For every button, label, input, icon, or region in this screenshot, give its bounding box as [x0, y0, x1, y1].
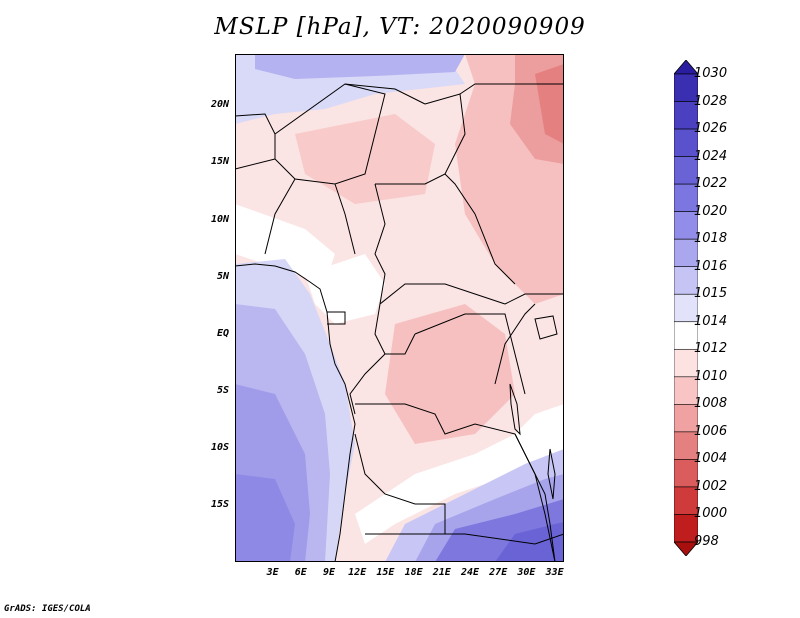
lat-tick-label: 15S [210, 498, 229, 510]
footer-credit: GrADS: IGES/COLA [4, 604, 91, 614]
lon-tick-label: 9E [322, 567, 336, 578]
lon-tick-label: 6E [294, 567, 307, 578]
colorbar-level-label: 1008 [694, 396, 728, 412]
lake-tanganyika [509, 383, 521, 436]
colorbar-segment [673, 459, 699, 488]
colorbar-segment [673, 211, 699, 240]
lon-tick-label: 18E [404, 567, 423, 578]
colorbar-level-label: 1030 [694, 66, 728, 81]
lon-tick-label: 21E [432, 567, 451, 578]
map-border [235, 54, 564, 562]
lat-tick-label: EQ [216, 327, 229, 339]
colorbar-level-label: 1022 [694, 176, 728, 192]
coastline [235, 263, 356, 562]
colorbar-segment [673, 514, 699, 543]
country-borders [235, 83, 564, 562]
colorbar-level-label: 1015 [694, 286, 728, 302]
lon-tick-label: 15E [376, 567, 395, 578]
colorbar-segment [673, 183, 699, 212]
colorbar-bottom-arrow [673, 541, 699, 557]
colorbar-level-label: 1020 [694, 203, 728, 219]
pressure-band-n-high [255, 54, 465, 79]
colorbar-segment [673, 293, 699, 323]
lake-victoria [534, 315, 558, 340]
lat-tick-label: 10N [210, 213, 229, 225]
colorbar [673, 59, 699, 557]
lat-tick-label: 20N [210, 99, 229, 111]
colorbar-level-label: 1002 [694, 478, 728, 494]
colorbar-level-label: 1018 [694, 231, 728, 247]
coastline-east [514, 433, 556, 562]
lon-tick-label: 3E [266, 567, 279, 578]
colorbar-level-label: 1024 [694, 148, 728, 164]
lon-tick-label: 33E [545, 567, 564, 578]
colorbar-segment [673, 431, 699, 460]
pressure-band-se-1020 [495, 522, 564, 562]
colorbar-segment [673, 348, 699, 378]
colorbar-segment [673, 376, 699, 405]
colorbar-level-label: 1012 [694, 341, 728, 357]
colorbar-level-label: 1028 [694, 93, 728, 109]
colorbar-segment [673, 101, 699, 130]
colorbar-level-label: 1010 [694, 368, 728, 384]
colorbar-level-label: 1000 [694, 506, 728, 522]
pressure-map [235, 54, 564, 562]
lon-tick-label: 12E [348, 567, 367, 578]
lat-tick-label: 15N [210, 156, 229, 168]
colorbar-level-label: 998 [694, 534, 719, 549]
pressure-band-central-low [295, 114, 435, 204]
colorbar-level-label: 1016 [694, 258, 728, 274]
map-title: MSLP [hPa], VT: 2020090909 [214, 14, 586, 40]
lat-tick-label: 10S [210, 441, 229, 453]
colorbar-segment [673, 404, 699, 433]
colorbar-level-label: 1006 [694, 423, 728, 439]
pressure-band-1014 [235, 204, 335, 284]
pressure-band-congo-low [385, 304, 515, 444]
pressure-band-atlantic-1020 [235, 474, 295, 562]
lake-malawi [547, 448, 556, 500]
lon-tick-label: 30E [517, 567, 536, 578]
colorbar-segment [673, 156, 699, 185]
colorbar-segment [673, 128, 699, 157]
colorbar-level-label: 1004 [694, 451, 728, 467]
lat-tick-label: 5N [216, 270, 229, 282]
lat-tick-label: 5S [216, 384, 229, 396]
colorbar-segment [673, 266, 699, 295]
colorbar-level-label: 1026 [694, 121, 728, 137]
lon-tick-label: 27E [489, 567, 508, 578]
pressure-band-south-white [355, 404, 564, 544]
lon-tick-label: 24E [460, 567, 480, 578]
colorbar-level-label: 1014 [694, 313, 728, 329]
